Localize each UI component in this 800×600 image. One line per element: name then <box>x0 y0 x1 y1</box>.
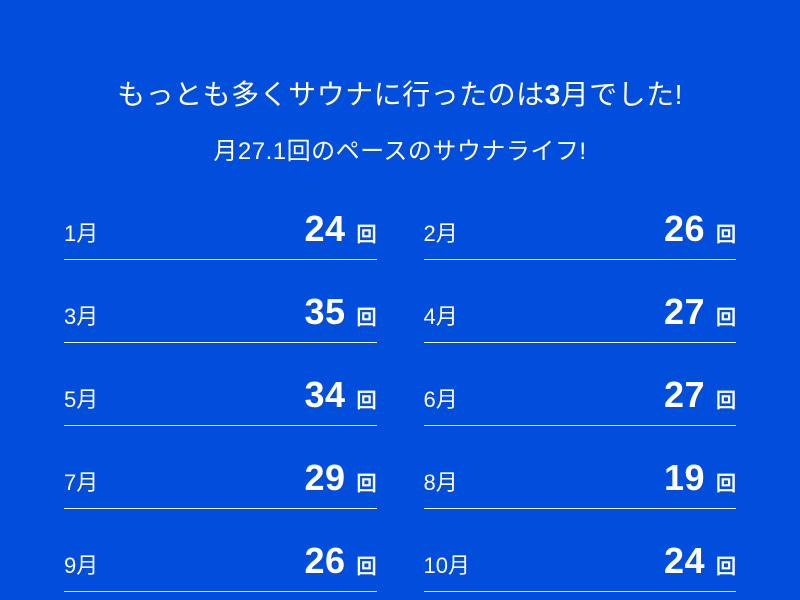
month-value: 34 回 <box>304 377 376 413</box>
visit-count: 19 <box>663 457 705 499</box>
month-row-march: 3月 35 回 <box>64 294 377 344</box>
visit-count: 24 <box>304 208 346 250</box>
month-label: 5月 <box>64 387 99 413</box>
month-label: 3月 <box>64 304 99 330</box>
month-value: 26 回 <box>664 211 736 247</box>
month-label: 8月 <box>423 470 458 496</box>
count-unit: 回 <box>356 307 377 330</box>
visit-count: 24 <box>663 540 705 582</box>
count-unit: 回 <box>716 224 736 247</box>
month-row-october: 10月 24 回 <box>423 543 736 593</box>
month-row-june: 6月 27 回 <box>423 377 736 427</box>
count-unit: 回 <box>356 473 377 496</box>
title-highlight-month: 3 <box>544 79 561 110</box>
month-row-august: 8月 19 回 <box>423 460 736 510</box>
month-label: 9月 <box>64 553 99 579</box>
count-unit: 回 <box>356 556 377 579</box>
month-row-september: 9月 26 回 <box>64 543 377 593</box>
month-label: 4月 <box>423 304 458 330</box>
visit-count: 29 <box>304 457 346 499</box>
month-row-april: 4月 27 回 <box>423 294 736 344</box>
month-value: 26 回 <box>304 543 376 579</box>
month-value: 24 回 <box>304 211 376 247</box>
monthly-visits-grid: 1月 24 回 2月 26 回 3月 35 回 4月 27 回 <box>64 211 736 600</box>
month-value: 29 回 <box>304 460 376 496</box>
count-unit: 回 <box>356 224 377 247</box>
month-value: 27 回 <box>664 294 736 330</box>
month-value: 19 回 <box>664 460 736 496</box>
visit-count: 27 <box>663 374 705 416</box>
month-row-july: 7月 29 回 <box>64 460 377 510</box>
page-subtitle: 月27.1回のペースのサウナライフ! <box>213 137 587 165</box>
visit-count: 26 <box>304 540 346 582</box>
count-unit: 回 <box>716 390 736 413</box>
month-value: 35 回 <box>304 294 376 330</box>
visit-count: 27 <box>663 291 705 333</box>
count-unit: 回 <box>716 473 736 496</box>
title-suffix: 月でした! <box>560 79 683 110</box>
month-value: 24 回 <box>664 543 736 579</box>
month-label: 1月 <box>64 221 99 247</box>
count-unit: 回 <box>356 390 377 413</box>
month-label: 10月 <box>423 553 470 579</box>
visit-count: 26 <box>663 208 705 250</box>
month-label: 6月 <box>423 387 458 413</box>
month-label: 7月 <box>64 470 99 496</box>
count-unit: 回 <box>716 307 736 330</box>
count-unit: 回 <box>716 556 736 579</box>
month-value: 27 回 <box>664 377 736 413</box>
month-label: 2月 <box>423 221 458 247</box>
month-row-february: 2月 26 回 <box>423 211 736 261</box>
visit-count: 34 <box>304 374 346 416</box>
page-title: もっとも多くサウナに行ったのは3月でした! <box>0 76 800 114</box>
title-prefix: もっとも多くサウナに行ったのは <box>117 79 545 110</box>
visit-count: 35 <box>304 291 346 333</box>
month-row-january: 1月 24 回 <box>64 211 377 261</box>
month-row-may: 5月 34 回 <box>64 377 377 427</box>
